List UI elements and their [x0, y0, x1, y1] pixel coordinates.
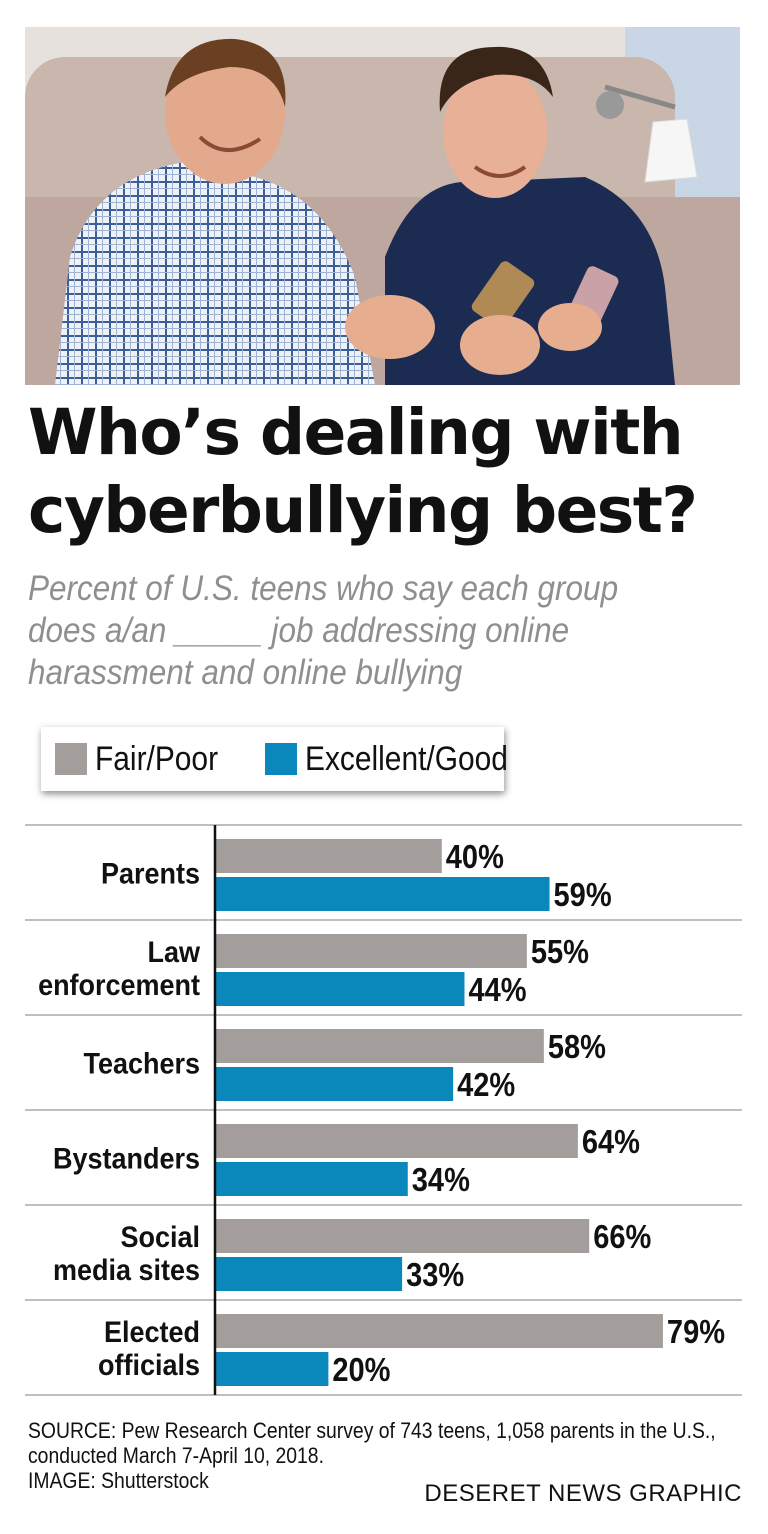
photo-illustration	[25, 27, 740, 385]
legend-label-excellent-good: Excellent/Good	[304, 739, 508, 778]
bar-excellent-good	[215, 1257, 403, 1291]
headline-line-1: Who’s dealing with	[28, 396, 684, 469]
source-line-1: SOURCE: Pew Research Center survey of 74…	[28, 1418, 716, 1443]
category-label: Bystanders	[53, 1142, 200, 1176]
subtitle-line-3: harassment and online bullying	[28, 653, 463, 692]
value-label: 33%	[406, 1256, 464, 1293]
value-label: 34%	[412, 1161, 470, 1198]
headline-line-2: cyberbullying best?	[28, 474, 698, 547]
graphic-credit: DESERET NEWS GRAPHIC	[424, 1480, 742, 1507]
value-label: 20%	[332, 1351, 390, 1388]
source-line-2: conducted March 7-April 10, 2018.	[28, 1443, 324, 1468]
subtitle: Percent of U.S. teens who say each group…	[28, 568, 667, 694]
bar-excellent-good	[215, 1162, 408, 1196]
bar-fair-poor	[215, 1219, 590, 1253]
category-label: Parents	[101, 857, 200, 891]
bar-excellent-good	[215, 1067, 454, 1101]
value-label: 55%	[531, 933, 589, 970]
value-label: 44%	[468, 971, 526, 1008]
headline: Who’s dealing with cyberbullying best?	[28, 394, 748, 550]
header-photo	[25, 27, 740, 385]
category-label: Social	[121, 1221, 200, 1255]
bar-excellent-good	[215, 877, 550, 911]
bar-fair-poor	[215, 1314, 663, 1348]
bar-excellent-good	[215, 972, 465, 1006]
legend-label-fair-poor: Fair/Poor	[95, 739, 219, 778]
legend-swatch-fair-poor	[55, 743, 87, 775]
value-label: 42%	[457, 1066, 515, 1103]
bar-excellent-good	[215, 1352, 329, 1386]
value-label: 64%	[582, 1123, 640, 1160]
legend-item-fair-poor: Fair/Poor	[55, 740, 235, 779]
image-credit: IMAGE: Shutterstock	[28, 1468, 209, 1493]
subtitle-line-2: does a/an _____ job addressing online	[28, 611, 570, 650]
subtitle-line-1: Percent of U.S. teens who say each group	[28, 569, 619, 608]
category-label: Elected	[104, 1316, 200, 1350]
bar-fair-poor	[215, 1029, 544, 1063]
value-label: 40%	[446, 838, 504, 875]
category-label: Teachers	[84, 1047, 200, 1081]
category-label: media sites	[53, 1254, 200, 1288]
value-label: 59%	[554, 876, 612, 913]
chart-footer: SOURCE: Pew Research Center survey of 74…	[28, 1418, 748, 1493]
bar-fair-poor	[215, 1124, 578, 1158]
category-label: officials	[98, 1349, 200, 1383]
legend-item-excellent-good: Excellent/Good	[264, 739, 536, 779]
value-label: 66%	[593, 1218, 651, 1255]
category-label: Law	[148, 936, 201, 970]
category-label: enforcement	[38, 969, 200, 1003]
bar-fair-poor	[215, 934, 527, 968]
legend-swatch-excellent-good	[264, 743, 297, 775]
bar-fair-poor	[215, 839, 442, 873]
chart-legend: Fair/Poor Excellent/Good	[41, 727, 508, 791]
value-label: 58%	[548, 1028, 606, 1065]
value-label: 79%	[667, 1313, 725, 1350]
